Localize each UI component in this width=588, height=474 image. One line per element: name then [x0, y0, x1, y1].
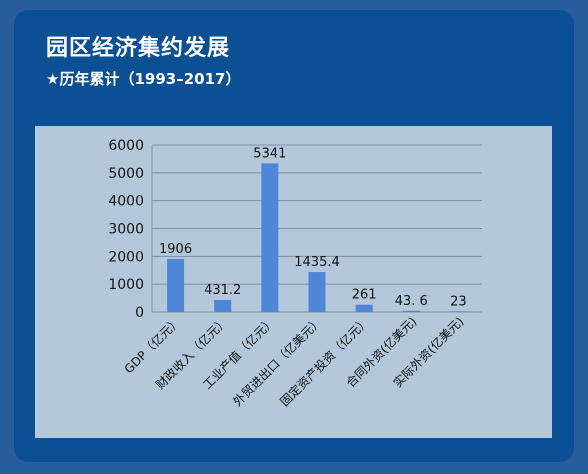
y-tick-label: 6000: [108, 138, 144, 154]
y-tick-label: 3000: [108, 222, 144, 238]
bar: [449, 311, 467, 312]
data-label: 43. 6: [395, 294, 428, 309]
y-tick-label: 1000: [108, 277, 144, 293]
bar: [167, 258, 185, 312]
data-label: 431.2: [204, 283, 241, 298]
page-title: 园区经济集约发展: [46, 36, 231, 61]
bar: [261, 163, 279, 312]
data-label: 5341: [253, 146, 286, 161]
data-label: 1906: [159, 242, 192, 257]
page-subtitle: ★历年累计（1993–2017）: [46, 70, 241, 88]
bar: [308, 272, 326, 312]
x-tick-label: 固定资产投资（亿元）: [277, 314, 372, 409]
x-tick-label: 外贸进出口（亿美元）: [230, 314, 325, 409]
bar: [355, 304, 373, 312]
data-label: 23: [450, 294, 467, 309]
bar: [214, 299, 232, 312]
data-label: 261: [352, 288, 377, 303]
y-tick-label: 2000: [108, 249, 144, 265]
y-tick-label: 4000: [108, 194, 144, 210]
data-label: 1435.4: [294, 255, 340, 270]
bar: [402, 310, 420, 312]
y-tick-label: 0: [135, 305, 144, 321]
y-tick-label: 5000: [108, 166, 144, 182]
chart-area: [35, 126, 552, 438]
